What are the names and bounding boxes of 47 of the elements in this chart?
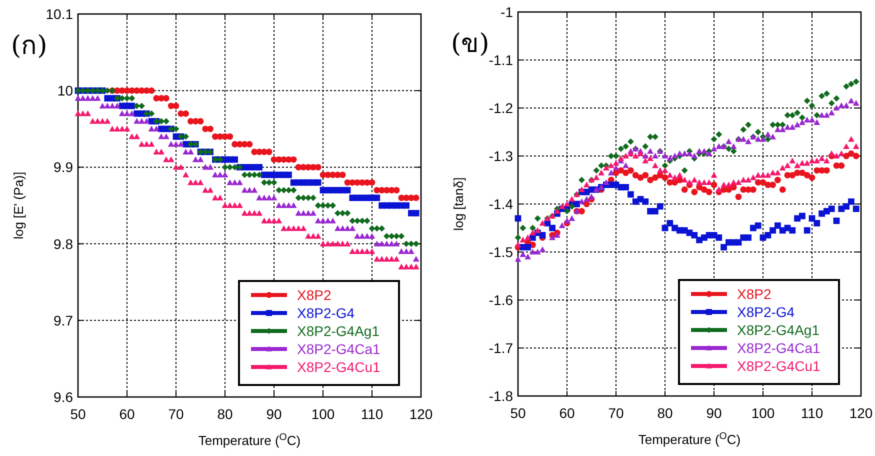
y-tick-label: 9.8: [54, 236, 74, 252]
x-tick-label: 110: [800, 405, 824, 421]
y-tick-label: -1.1: [488, 52, 514, 68]
x-tick-label: 70: [168, 406, 184, 422]
x-tick-label: 50: [70, 406, 86, 422]
x-tick-label: 120: [409, 406, 433, 422]
x-tick-label: 80: [217, 406, 233, 422]
y-tick-label: -1.8: [488, 388, 514, 404]
x-axis-title: Temperature ($^{O}$C): [198, 432, 301, 448]
legend-label: X8P2-G4: [297, 305, 355, 321]
y-axis-title: log [tanδ]: [451, 177, 466, 231]
y-tick-label: -1.6: [488, 292, 514, 308]
y-tick-label: -1.2: [488, 100, 514, 116]
y-tick-label: 10: [57, 82, 74, 99]
legend-label: X8P2-G4Ca1: [297, 341, 380, 357]
x-tick-label: 120: [849, 405, 873, 421]
x-tick-label: 100: [311, 406, 335, 422]
y-tick-label: 10.1: [46, 6, 74, 22]
x-tick-label: 60: [559, 405, 575, 421]
legend-label: X8P2-G4Cu1: [297, 359, 380, 375]
y-tick-label: -1.5: [488, 244, 514, 260]
y-axis-title: log [E' (Pa)]: [11, 172, 26, 240]
y-tick-label: -1: [500, 4, 514, 20]
x-tick-label: 70: [608, 405, 624, 421]
x-tick-label: 90: [266, 406, 282, 422]
legend-label: X8P2-G4Ag1: [737, 322, 820, 338]
x-axis-title: Temperature ($^{O}$C): [638, 430, 741, 447]
text: (ก): [11, 31, 48, 61]
y-tick-label: 9.6: [54, 389, 74, 405]
x-tick-label: 100: [751, 405, 775, 421]
legend-label: X8P2-G4Ca1: [737, 340, 820, 356]
x-tick-label: 110: [360, 406, 384, 422]
x-tick-label: 90: [706, 405, 722, 421]
legend-label: X8P2-G4: [737, 304, 795, 320]
legend-label: X8P2-G4Ag1: [297, 323, 380, 339]
y-tick-label: -1.3: [488, 148, 514, 164]
x-tick-label: 60: [119, 406, 135, 422]
y-tick-label: -1.4: [488, 196, 514, 212]
text: (ข): [451, 29, 490, 59]
x-tick-label: 80: [657, 405, 673, 421]
legend-label: X8P2: [297, 287, 332, 303]
y-tick-label: 9.7: [54, 312, 74, 328]
y-tick-label: -1.7: [488, 340, 514, 356]
y-tick-label: 9.9: [54, 159, 74, 176]
legend-label: X8P2-G4Cu1: [737, 358, 820, 374]
legend-label: X8P2: [737, 286, 772, 302]
x-tick-label: 50: [510, 405, 526, 421]
